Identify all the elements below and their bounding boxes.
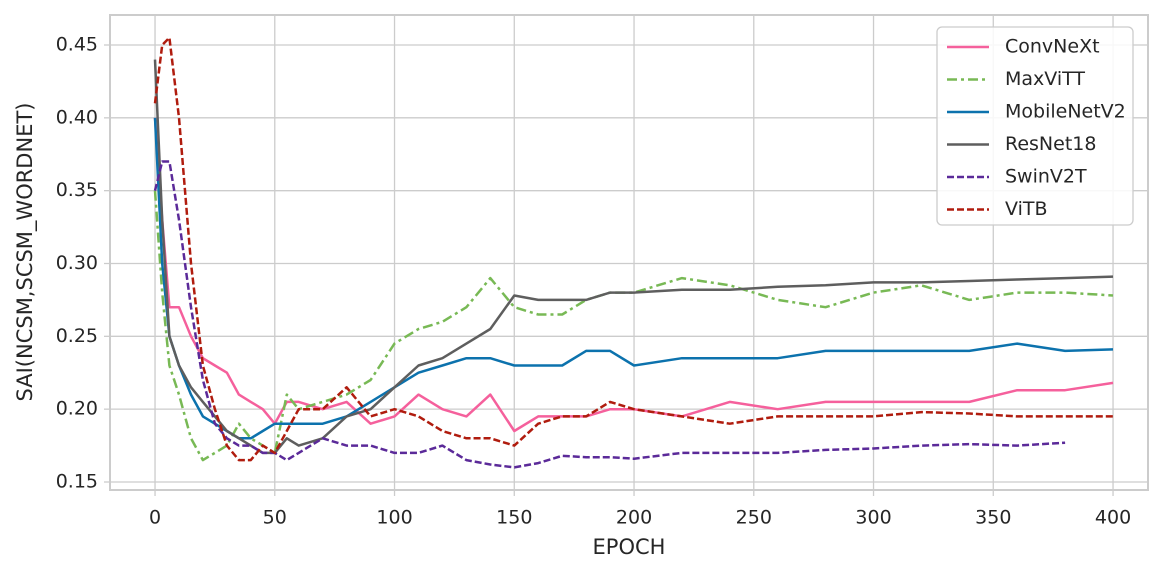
- y-tick-label: 0.25: [56, 325, 98, 347]
- plot-frame: [109, 14, 1149, 491]
- x-tick-label: 50: [263, 507, 287, 529]
- x-tick-label: 150: [496, 507, 532, 529]
- legend-label: MaxViTT: [1005, 68, 1085, 90]
- series-line: [153, 160, 1066, 469]
- x-tick-label: 400: [1095, 507, 1131, 529]
- legend-label: SwinV2T: [1005, 166, 1087, 188]
- x-tick-label: 300: [855, 507, 891, 529]
- x-tick-label: 350: [975, 507, 1011, 529]
- x-tick-label: 200: [616, 507, 652, 529]
- y-tick-label: 0.15: [56, 470, 98, 492]
- series-line: [153, 117, 1114, 433]
- y-tick-label: 0.35: [56, 179, 98, 201]
- y-tick-label: 0.45: [56, 34, 98, 56]
- y-axis-label: SAI(NCSM,SCSM_WORDNET): [13, 103, 38, 402]
- series-line: [153, 36, 1113, 462]
- x-tick-label: 0: [149, 507, 161, 529]
- series-line: [153, 190, 1114, 462]
- legend-label: ResNet18: [1005, 133, 1096, 155]
- legend-box: [936, 26, 1134, 226]
- legend-label: ConvNeXt: [1005, 36, 1100, 58]
- legend-label: MobileNetV2: [1005, 101, 1126, 123]
- y-tick-label: 0.20: [56, 398, 98, 420]
- y-tick-label: 0.30: [56, 252, 98, 274]
- legend-label: ViTB: [1005, 198, 1048, 220]
- y-tick-label: 0.40: [56, 106, 98, 128]
- x-tick-label: 250: [736, 507, 772, 529]
- x-tick-label: 100: [376, 507, 412, 529]
- x-axis-label: EPOCH: [593, 535, 666, 559]
